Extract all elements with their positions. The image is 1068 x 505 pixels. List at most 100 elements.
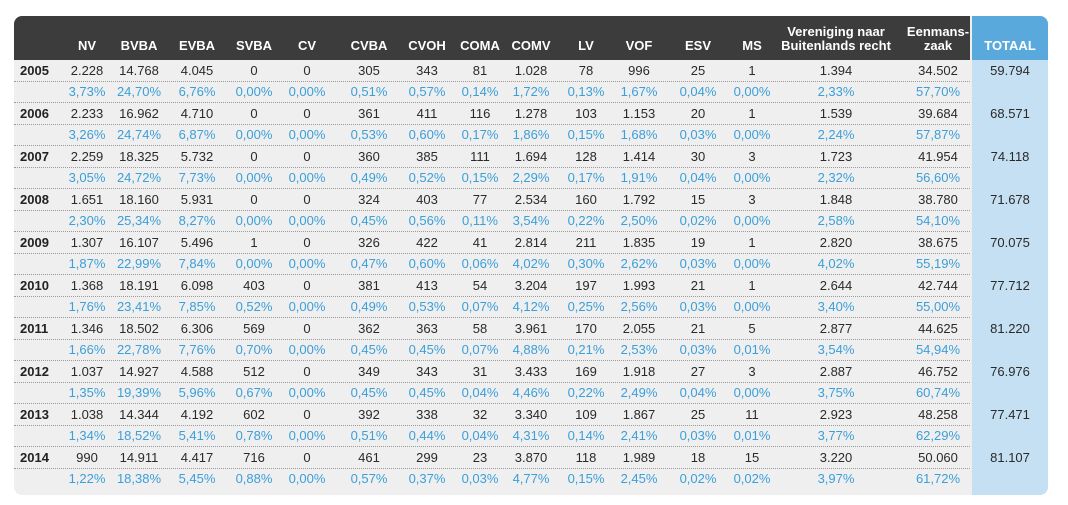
- cell-percent-evba: 5,45%: [178, 471, 216, 486]
- year-label: 2005: [20, 63, 49, 78]
- cell-total: 70.075: [990, 235, 1030, 250]
- cell-percent-vof: 1,91%: [620, 170, 658, 185]
- header-cvba: CVBA: [350, 38, 388, 53]
- row-divider: [14, 296, 970, 297]
- cell-percent-comv: 4,46%: [512, 385, 550, 400]
- cell-count-nv: 1.038: [70, 407, 104, 422]
- cell-count-vof: 1.835: [622, 235, 656, 250]
- cell-percent-cv: 0,00%: [288, 170, 326, 185]
- cell-count-nv: 1.037: [70, 364, 104, 379]
- cell-count-nv: 1.651: [70, 192, 104, 207]
- cell-count-lv: 197: [575, 278, 597, 293]
- cell-percent-eenmans-zaak: 56,60%: [915, 170, 961, 185]
- cell-percent-ms: 0,00%: [733, 84, 771, 99]
- cell-percent-nv: 1,87%: [68, 256, 106, 271]
- row-divider: [14, 145, 970, 146]
- cell-percent-vof: 2,53%: [620, 342, 658, 357]
- year-label: 2006: [20, 106, 49, 121]
- cell-count-coma: 111: [470, 149, 490, 164]
- cell-count-vereniging-naar-buitenlands-recht: 1.539: [819, 106, 853, 121]
- cell-count-coma: 54: [472, 278, 488, 293]
- cell-count-eenmans-zaak: 46.752: [918, 364, 958, 379]
- cell-percent-cv: 0,00%: [288, 256, 326, 271]
- cell-percent-cvoh: 0,60%: [408, 127, 446, 142]
- cell-percent-esv: 0,03%: [679, 256, 717, 271]
- cell-count-vof: 1.414: [622, 149, 656, 164]
- row-divider: [14, 317, 970, 318]
- cell-count-lv: 109: [575, 407, 597, 422]
- cell-percent-evba: 5,96%: [178, 385, 216, 400]
- cell-total: 59.794: [990, 63, 1030, 78]
- cell-percent-comv: 4,02%: [512, 256, 550, 271]
- cell-count-comv: 1.028: [514, 63, 548, 78]
- data-table: TOTAAL NV BVBA EVBA SVBA CV CVBA CVOH COMA COMV L…: [14, 16, 1048, 495]
- cell-percent-cvoh: 0,37%: [408, 471, 446, 486]
- cell-percent-vereniging-naar-buitenlands-recht: 3,77%: [817, 428, 855, 443]
- cell-count-cvoh: 403: [416, 192, 438, 207]
- cell-percent-eenmans-zaak: 57,70%: [915, 84, 961, 99]
- cell-percent-svba: 0,00%: [235, 170, 273, 185]
- cell-percent-vereniging-naar-buitenlands-recht: 2,32%: [817, 170, 855, 185]
- cell-total: 77.471: [990, 407, 1030, 422]
- cell-count-bvba: 16.107: [119, 235, 159, 250]
- cell-percent-cvba: 0,57%: [350, 471, 388, 486]
- row-divider: [14, 274, 970, 275]
- cell-percent-eenmans-zaak: 62,29%: [915, 428, 961, 443]
- cell-percent-eenmans-zaak: 55,00%: [915, 299, 961, 314]
- cell-count-cv: 0: [303, 235, 311, 250]
- cell-count-nv: 2.233: [70, 106, 104, 121]
- cell-count-comv: 1.278: [514, 106, 548, 121]
- year-label: 2014: [20, 450, 49, 465]
- cell-count-comv: 3.340: [514, 407, 548, 422]
- cell-percent-bvba: 18,52%: [116, 428, 162, 443]
- header-evba: EVBA: [178, 38, 216, 53]
- cell-percent-vereniging-naar-buitenlands-recht: 3,75%: [817, 385, 855, 400]
- cell-count-lv: 78: [578, 63, 594, 78]
- table-row: 2007 2.259 18.325 5.732 0 0 360 385 111 1.694 128 1…: [14, 146, 1048, 189]
- cell-percent-vereniging-naar-buitenlands-recht: 4,02%: [817, 256, 855, 271]
- cell-count-svba: 569: [243, 321, 265, 336]
- header-vof: VOF: [625, 38, 653, 53]
- row-divider: [14, 360, 970, 361]
- cell-count-vereniging-naar-buitenlands-recht: 1.848: [819, 192, 853, 207]
- cell-count-cvoh: 422: [416, 235, 438, 250]
- cell-count-nv: 1.346: [70, 321, 104, 336]
- cell-count-cv: 0: [303, 106, 311, 121]
- header-coma: COMA: [460, 38, 500, 53]
- row-divider: [14, 253, 970, 254]
- cell-count-lv: 103: [575, 106, 597, 121]
- cell-percent-cvba: 0,47%: [350, 256, 388, 271]
- cell-percent-comv: 4,31%: [512, 428, 550, 443]
- cell-percent-coma: 0,07%: [461, 342, 499, 357]
- cell-percent-comv: 4,77%: [512, 471, 550, 486]
- cell-count-nv: 1.368: [70, 278, 104, 293]
- cell-percent-vereniging-naar-buitenlands-recht: 2,58%: [817, 213, 855, 228]
- cell-percent-lv: 0,22%: [567, 213, 605, 228]
- cell-percent-esv: 0,04%: [679, 385, 717, 400]
- cell-percent-cv: 0,00%: [288, 471, 326, 486]
- row-divider: [14, 425, 970, 426]
- table-row: 2006 2.233 16.962 4.710 0 0 361 411 116 1.278 103 1…: [14, 103, 1048, 146]
- cell-count-svba: 716: [243, 450, 265, 465]
- cell-percent-comv: 3,54%: [512, 213, 550, 228]
- cell-count-vereniging-naar-buitenlands-recht: 2.877: [819, 321, 853, 336]
- cell-count-cv: 0: [303, 321, 311, 336]
- cell-count-cv: 0: [303, 278, 311, 293]
- cell-percent-nv: 1,66%: [68, 342, 106, 357]
- cell-percent-svba: 0,00%: [235, 127, 273, 142]
- cell-count-cv: 0: [303, 364, 311, 379]
- cell-count-ms: 3: [748, 364, 756, 379]
- cell-count-cv: 0: [303, 63, 311, 78]
- cell-count-ms: 3: [748, 192, 756, 207]
- cell-percent-cv: 0,00%: [288, 342, 326, 357]
- header-svba: SVBA: [235, 38, 273, 53]
- cell-percent-esv: 0,02%: [679, 213, 717, 228]
- cell-count-vereniging-naar-buitenlands-recht: 2.923: [819, 407, 853, 422]
- cell-percent-nv: 1,35%: [68, 385, 106, 400]
- cell-percent-cvoh: 0,60%: [408, 256, 446, 271]
- cell-count-eenmans-zaak: 48.258: [918, 407, 958, 422]
- cell-count-esv: 21: [690, 321, 706, 336]
- cell-percent-coma: 0,15%: [461, 170, 499, 185]
- cell-count-cv: 0: [303, 149, 311, 164]
- cell-total: 81.107: [990, 450, 1030, 465]
